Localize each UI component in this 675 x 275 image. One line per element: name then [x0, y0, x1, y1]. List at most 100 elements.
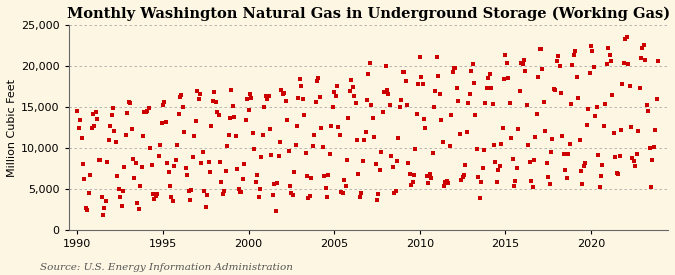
Point — [236, 190, 247, 194]
Point — [219, 188, 230, 193]
Point — [479, 148, 489, 152]
Point — [554, 64, 565, 68]
Point — [352, 138, 362, 142]
Point — [283, 148, 294, 153]
Point — [111, 140, 122, 145]
Point — [462, 130, 472, 134]
Point — [593, 153, 603, 158]
Point — [354, 194, 365, 199]
Point — [266, 153, 277, 157]
Point — [96, 195, 107, 199]
Point — [536, 47, 547, 51]
Point — [149, 197, 160, 201]
Point — [199, 188, 210, 193]
Point — [263, 94, 274, 98]
Point — [470, 113, 481, 117]
Point — [357, 159, 368, 164]
Point — [539, 100, 549, 104]
Point — [502, 60, 512, 65]
Point — [308, 133, 319, 138]
Point — [79, 177, 90, 181]
Point — [143, 106, 154, 111]
Point — [649, 145, 659, 150]
Point — [580, 161, 591, 165]
Point — [503, 76, 514, 80]
Point — [571, 75, 582, 79]
Point — [426, 176, 437, 181]
Point — [117, 189, 128, 193]
Point — [285, 184, 296, 189]
Point — [581, 123, 592, 128]
Point — [227, 104, 238, 108]
Point — [113, 187, 124, 191]
Point — [414, 55, 425, 59]
Point — [513, 126, 524, 131]
Point — [169, 164, 180, 168]
Point — [637, 46, 648, 50]
Point — [417, 82, 428, 86]
Point — [336, 189, 347, 194]
Point — [89, 123, 100, 128]
Point — [342, 158, 352, 163]
Point — [101, 199, 111, 203]
Point — [148, 192, 159, 197]
Point — [570, 49, 580, 53]
Point — [103, 138, 114, 143]
Point — [371, 198, 382, 202]
Point — [402, 103, 412, 107]
Point — [129, 175, 140, 180]
Point — [508, 184, 519, 189]
Point — [107, 105, 118, 110]
Point — [78, 162, 88, 166]
Point — [235, 190, 246, 194]
Point — [521, 103, 532, 108]
Point — [222, 144, 233, 148]
Point — [557, 134, 568, 138]
Point — [257, 133, 268, 137]
Point — [514, 89, 525, 93]
Point — [604, 53, 615, 57]
Point — [243, 108, 254, 112]
Point — [427, 151, 438, 155]
Point — [140, 110, 151, 114]
Point — [366, 103, 377, 108]
Point — [98, 213, 109, 217]
Point — [80, 206, 91, 210]
Point — [380, 64, 391, 68]
Point — [547, 137, 558, 141]
Point — [551, 58, 562, 63]
Point — [636, 56, 647, 60]
Point — [85, 173, 96, 178]
Point — [608, 131, 619, 135]
Point — [99, 206, 110, 210]
Point — [431, 55, 442, 59]
Point — [193, 97, 204, 102]
Point — [448, 70, 458, 75]
Point — [173, 112, 184, 117]
Y-axis label: Million Cubic Feet: Million Cubic Feet — [7, 79, 17, 177]
Point — [607, 93, 618, 97]
Point — [254, 187, 265, 191]
Point — [639, 43, 649, 47]
Point — [403, 161, 414, 166]
Point — [533, 75, 543, 79]
Point — [242, 97, 252, 101]
Point — [653, 59, 664, 63]
Point — [543, 175, 554, 179]
Point — [491, 180, 502, 184]
Point — [650, 128, 661, 132]
Point — [467, 62, 478, 67]
Point — [319, 174, 329, 178]
Point — [454, 132, 465, 136]
Point — [316, 126, 327, 131]
Point — [88, 112, 99, 117]
Point — [95, 158, 105, 163]
Point — [192, 89, 202, 93]
Point — [294, 76, 305, 81]
Point — [156, 120, 167, 125]
Text: Source: U.S. Energy Information Administration: Source: U.S. Energy Information Administ… — [40, 263, 294, 272]
Point — [323, 173, 334, 177]
Point — [279, 91, 290, 95]
Point — [450, 66, 461, 71]
Point — [200, 205, 211, 210]
